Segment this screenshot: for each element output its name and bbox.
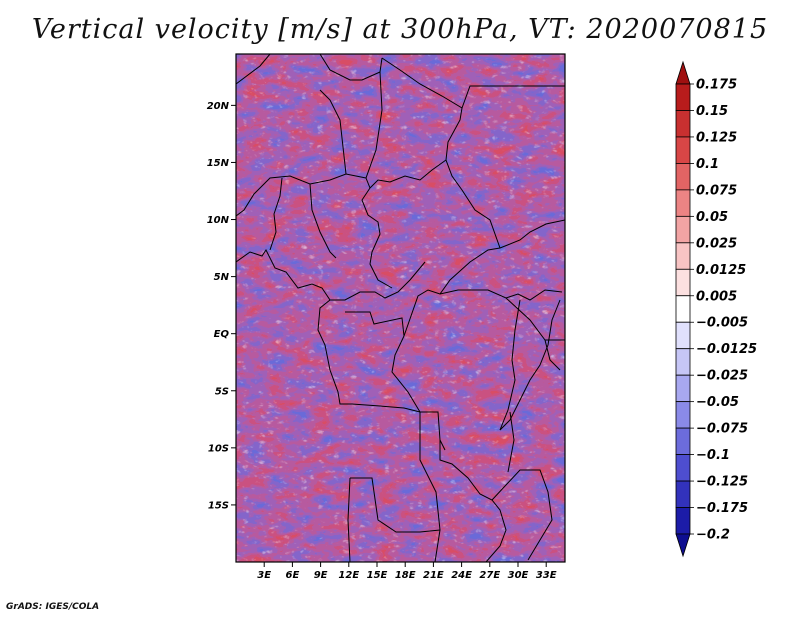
colorbar-label: 0.025 (696, 236, 737, 251)
colorbar-label: −0.1 (696, 448, 730, 463)
colorbar-label: 0.125 (696, 130, 737, 145)
lon-tick-label: 12E (338, 570, 359, 581)
colorbar-swatch (675, 136, 691, 164)
lat-tick-label: 15N (207, 158, 230, 169)
colorbar-label: −0.005 (696, 316, 748, 331)
lon-tick-label: 24E (451, 570, 472, 581)
lon-tick-label: 21E (423, 570, 444, 581)
colorbar-swatch (675, 374, 691, 403)
lat-tick-label: 15S (208, 500, 229, 511)
colorbar-label: 0.15 (696, 104, 728, 119)
colorbar-swatch (675, 215, 691, 244)
velocity-field (236, 54, 565, 562)
colorbar-swatch (675, 533, 691, 558)
latitude-axis: 20N 15N 10N 5N EQ 5S 10S 15S (207, 101, 236, 511)
colorbar-swatch (675, 242, 691, 270)
lat-tick-label: EQ (214, 329, 230, 340)
lon-tick-label: 3E (257, 570, 271, 581)
chart-title: Vertical velocity [m/s] at 300hPa, VT: 2… (31, 14, 769, 45)
colorbar-swatch (675, 427, 691, 455)
colorbar-swatch (675, 83, 691, 111)
colorbar-swatch (675, 348, 691, 376)
lon-tick-label: 30E (508, 570, 529, 581)
lon-tick-label: 33E (536, 570, 557, 581)
lat-tick-label: 5S (215, 386, 229, 397)
lat-tick-label: 10S (208, 443, 229, 454)
colorbar-swatch (675, 321, 691, 350)
colorbar-label: 0.005 (696, 289, 737, 304)
lon-tick-label: 9E (314, 570, 328, 581)
colorbar-swatch (675, 163, 691, 191)
country-borders (236, 54, 565, 562)
colorbar-swatch (675, 295, 691, 323)
lat-tick-label: 10N (207, 215, 230, 226)
colorbar-swatch (675, 110, 691, 138)
lon-tick-label: 27E (479, 570, 500, 581)
colorbar-label: −0.025 (696, 369, 748, 384)
colorbar-label: 0.1 (696, 157, 719, 172)
colorbar-label: 0.0125 (696, 263, 746, 278)
colorbar: 0.175 0.15 0.125 0.1 0.075 0.05 0.025 0.0125 0.0… (675, 60, 757, 558)
lat-tick-label: 20N (207, 101, 230, 112)
colorbar-label: −0.05 (696, 395, 739, 410)
footer-credit: GrADS: IGES/COLA (6, 602, 100, 612)
lon-tick-label: 18E (395, 570, 416, 581)
colorbar-swatch (675, 480, 691, 508)
colorbar-swatch (675, 60, 691, 85)
colorbar-swatch (675, 268, 691, 297)
colorbar-label: 0.05 (696, 210, 728, 225)
colorbar-label: −0.2 (696, 528, 730, 543)
lon-tick-label: 6E (286, 570, 300, 581)
colorbar-label: 0.175 (696, 78, 737, 93)
colorbar-label: −0.125 (696, 475, 748, 490)
colorbar-swatch (675, 189, 691, 217)
colorbar-swatch (675, 507, 691, 535)
colorbar-swatch (675, 454, 691, 482)
lon-tick-label: 15E (367, 570, 388, 581)
colorbar-label: −0.175 (696, 501, 748, 516)
colorbar-label: 0.075 (696, 183, 737, 198)
longitude-axis: 3E 6E 9E 12E 15E 18E 21E 24E 27E 30E 33E (257, 562, 557, 581)
lat-tick-label: 5N (214, 272, 230, 283)
colorbar-label: −0.0125 (696, 342, 757, 357)
colorbar-label: −0.075 (696, 422, 748, 437)
map-frame (235, 53, 566, 563)
colorbar-swatch (675, 401, 691, 429)
